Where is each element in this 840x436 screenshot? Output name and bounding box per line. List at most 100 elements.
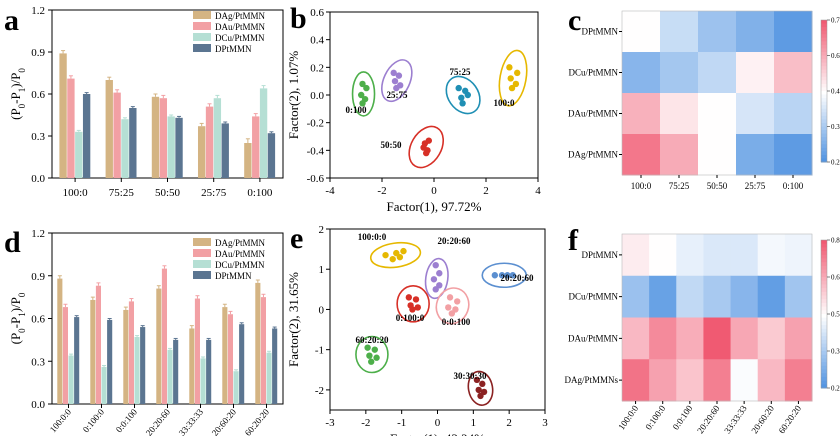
colorbar-segment: [821, 91, 827, 96]
data-point: [393, 84, 400, 92]
colorbar-segment: [821, 101, 827, 106]
colorbar-segment: [821, 20, 827, 25]
x-tick-label: 100:0: [63, 187, 89, 199]
colorbar-segment: [821, 44, 827, 49]
y-tick-label: 0.4: [310, 35, 324, 47]
bar: [194, 298, 200, 404]
heat-cell: [698, 52, 737, 94]
group-label: 0:100:0: [396, 313, 425, 323]
colorbar-segment: [821, 376, 827, 382]
colorbar-segment: [821, 354, 827, 359]
legend-swatch: [193, 33, 211, 41]
colorbar-label: 0.6272: [831, 52, 840, 60]
heat-cell: [703, 275, 732, 318]
data-point: [414, 304, 421, 311]
heat-cell: [730, 359, 759, 402]
x-tick-label: 0: [431, 185, 437, 197]
y-tick-label: -2: [315, 385, 324, 397]
heat-cell: [703, 359, 732, 402]
x-tick-label: 0: [435, 417, 441, 429]
colorbar-segment: [821, 306, 827, 311]
y-tick-label: -0.4: [307, 145, 325, 157]
colorbar-segment: [821, 140, 827, 145]
heat-cell: [660, 11, 699, 53]
colorbar-segment: [821, 55, 827, 60]
row-label: DPtMMN: [581, 250, 618, 260]
bar: [90, 299, 96, 404]
colorbar-segment: [821, 158, 827, 163]
bar: [189, 328, 195, 404]
data-point: [446, 294, 454, 301]
heat-cell: [730, 234, 759, 277]
x-axis-label: Factor(1), 43.24%: [390, 431, 485, 436]
heat-cell: [622, 317, 650, 360]
data-point: [514, 69, 521, 77]
legend-swatch: [193, 238, 211, 246]
data-point: [479, 380, 486, 388]
group-label: 25:75: [387, 90, 408, 100]
bar: [62, 307, 68, 404]
y-tick-label: 0.0: [31, 173, 45, 185]
group-ellipse: [355, 335, 389, 374]
heat-cell: [757, 359, 786, 402]
scatter-chart-b: -4 -2 0 2 4 -0.6 -0.4 -0.2 0.0 0.2 0.4 0.6 Factor(1)…: [286, 7, 541, 214]
bar: [95, 285, 101, 404]
heat-cell: [774, 52, 813, 94]
data-point: [504, 272, 511, 279]
heat-cell: [730, 275, 759, 318]
x-tick-label: -2: [377, 185, 386, 197]
colorbar-segment: [821, 325, 827, 330]
bar: [206, 339, 212, 404]
data-point: [391, 77, 399, 85]
panel-label-d: d: [4, 226, 21, 259]
legend-label: DCu/PtMMN: [215, 33, 265, 43]
bar: [140, 327, 146, 404]
colorbar-label: 0.4988: [831, 88, 840, 96]
heat-cell: [649, 275, 677, 318]
bar: [272, 328, 278, 404]
data-point: [364, 344, 371, 351]
panel-label-b: b: [290, 2, 307, 35]
heat-cell: [622, 359, 650, 402]
data-point: [436, 270, 443, 277]
heat-cell: [676, 275, 704, 318]
bar: [252, 116, 260, 178]
x-tick-label: 4: [535, 185, 541, 197]
heat-cell: [649, 359, 677, 402]
data-point: [363, 84, 370, 92]
colorbar-segment: [821, 310, 827, 315]
data-point: [448, 310, 456, 317]
data-point: [445, 304, 452, 311]
bar: [227, 314, 233, 404]
colorbar-segment: [821, 295, 827, 300]
heat-cell: [698, 93, 737, 135]
bar: [259, 88, 268, 178]
bar: [244, 143, 252, 178]
colorbar-segment: [821, 119, 827, 124]
heat-cell: [784, 234, 813, 277]
group-ellipse: [435, 287, 470, 325]
colorbar-segment: [821, 76, 827, 81]
column-label: 0:0:100: [671, 403, 695, 432]
colorbar-segment: [821, 347, 827, 352]
column-label: 0:100: [783, 181, 804, 191]
x-tick-label: 100:0:0: [48, 406, 74, 434]
bar: [68, 355, 74, 404]
colorbar-segment: [821, 314, 827, 319]
group-label: 20:20:60: [438, 236, 471, 246]
legend-label: DPtMMN: [215, 44, 252, 54]
group-label: 0:0:100: [442, 317, 471, 327]
bar: [173, 339, 179, 404]
heatmap-c: DPtMMN DCu/PtMMN DAu/PtMMN DAg/PtMMN 100:0 75…: [568, 10, 840, 191]
row-label: DPtMMN: [581, 27, 618, 37]
heat-cell: [774, 11, 813, 53]
column-label: 20:20:60: [695, 403, 722, 435]
y-tick-label: 0.6: [310, 7, 324, 19]
group-label: 100:0:0: [358, 232, 387, 242]
bar: [221, 123, 229, 178]
bar-chart-d: 0.0 0.3 0.6 0.9 1.2 (P0-P1)/P0 100:0:0 0:100:0 0…: [8, 228, 284, 436]
data-point: [396, 253, 404, 261]
colorbar-segment: [821, 336, 827, 341]
colorbar-segment: [821, 247, 827, 252]
colorbar-segment: [821, 240, 827, 245]
